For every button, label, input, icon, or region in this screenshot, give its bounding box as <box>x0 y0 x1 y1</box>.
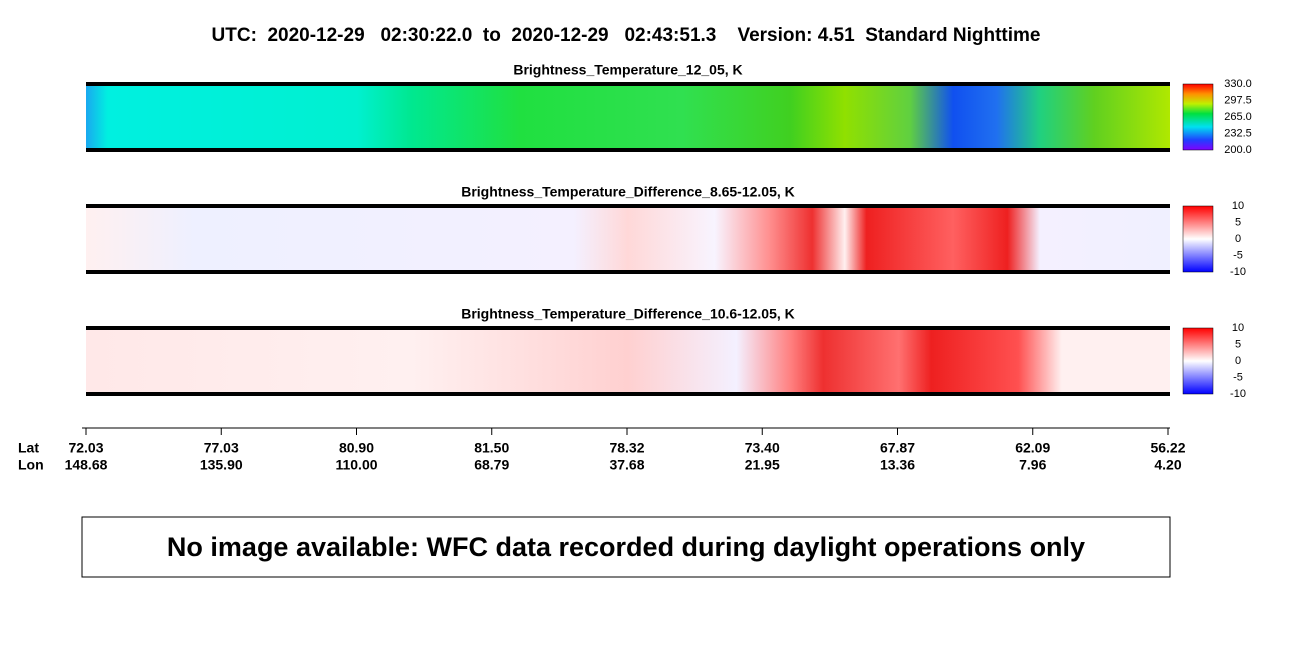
lon-label: Lon <box>18 457 44 473</box>
colorbar-tick-label: 232.5 <box>1224 127 1252 139</box>
colorbar <box>1182 327 1214 395</box>
message: No image available: WFC data recorded du… <box>167 532 1085 562</box>
lon-tick-label: 4.20 <box>1154 457 1181 473</box>
lon-tick-label: 13.36 <box>880 457 915 473</box>
lon-tick-label: 68.79 <box>474 457 509 473</box>
image-strip <box>86 84 1170 150</box>
lat-tick-label: 67.87 <box>880 440 915 456</box>
title: UTC: 2020-12-29 02:30:22.0 to 2020-12-29… <box>212 25 1041 46</box>
image-strip <box>86 206 1170 272</box>
image-strip <box>86 328 1170 394</box>
panel-title: Brightness_Temperature_Difference_10.6-1… <box>461 306 795 322</box>
lat-tick-label: 72.03 <box>68 440 103 456</box>
lat-tick-label: 80.90 <box>339 440 374 456</box>
lat-tick-label: 77.03 <box>204 440 239 456</box>
colorbar-tick-label: 265.0 <box>1224 111 1252 123</box>
colorbar-tick-label: -10 <box>1230 266 1246 278</box>
lat-tick-label: 81.50 <box>474 440 509 456</box>
colorbar <box>1182 83 1214 151</box>
colorbar-tick-label: 10 <box>1232 200 1244 212</box>
colorbar-tick-label: 200.0 <box>1224 144 1252 156</box>
lat-tick-label: 62.09 <box>1015 440 1050 456</box>
lat-tick-label: 78.32 <box>609 440 644 456</box>
colorbar-tick-label: 5 <box>1235 338 1241 350</box>
colorbar-tick-label: -5 <box>1233 249 1243 261</box>
lon-tick-label: 37.68 <box>609 457 644 473</box>
lat-label: Lat <box>18 440 39 456</box>
lat-tick-label: 73.40 <box>745 440 780 456</box>
lon-tick-label: 135.90 <box>200 457 243 473</box>
lon-tick-label: 7.96 <box>1019 457 1046 473</box>
colorbar-tick-label: -5 <box>1233 371 1243 383</box>
colorbar-tick-label: -10 <box>1230 388 1246 400</box>
lat-tick-label: 56.22 <box>1150 440 1185 456</box>
message-box <box>81 516 1171 578</box>
panel-title: Brightness_Temperature_Difference_8.65-1… <box>461 184 795 200</box>
colorbar-tick-label: 5 <box>1235 216 1241 228</box>
panel-title: Brightness_Temperature_12_05, K <box>513 62 742 78</box>
lon-tick-label: 110.00 <box>335 457 377 473</box>
colorbar-tick-label: 297.5 <box>1224 94 1252 106</box>
colorbar-tick-label: 10 <box>1232 322 1244 334</box>
colorbar-tick-label: 330.0 <box>1224 78 1252 90</box>
colorbar-tick-label: 0 <box>1235 355 1241 367</box>
lon-tick-label: 148.68 <box>65 457 108 473</box>
colorbar-tick-label: 0 <box>1235 233 1241 245</box>
lon-tick-label: 21.95 <box>745 457 780 473</box>
colorbar <box>1182 205 1214 273</box>
